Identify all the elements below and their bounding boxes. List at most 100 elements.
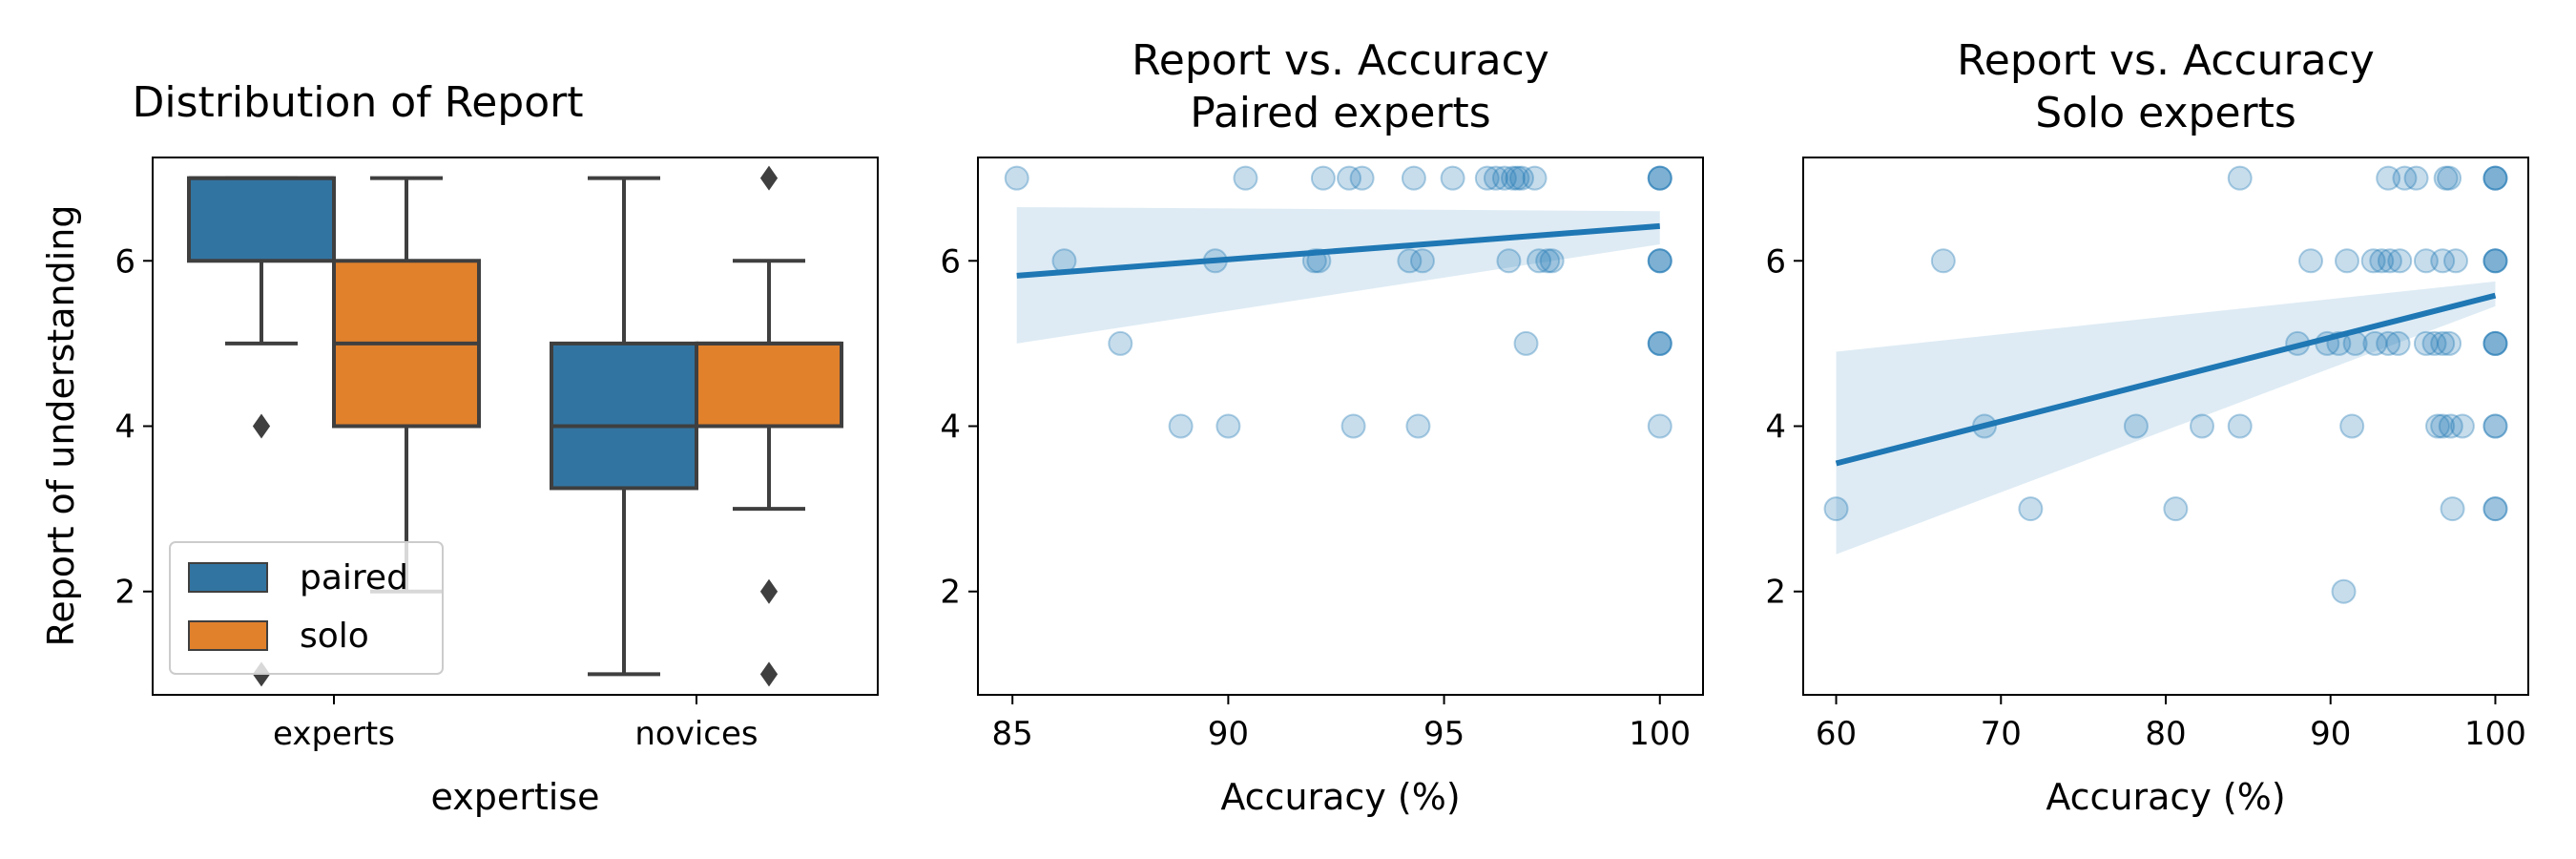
panel2-point-29	[1647, 248, 1672, 274]
panel3-xtick-label-90: 90	[2310, 715, 2351, 753]
panel3-point-9	[1930, 248, 1956, 274]
box-novices-solo	[695, 341, 843, 429]
boxplot-area	[187, 165, 843, 687]
panel3-title-line1: Report vs. Accuracy	[1957, 36, 2375, 85]
panel3-ytick-label-2: 2	[1765, 574, 1786, 612]
panel3-point-6	[2483, 165, 2508, 191]
xtick-label-novices: novices	[634, 715, 758, 753]
panel1-ytick-label-6: 6	[114, 242, 135, 281]
panel2-xtick-label-100: 100	[1629, 715, 1691, 753]
panel3-point-18	[2443, 248, 2468, 274]
panel1-frame	[152, 157, 879, 696]
panel3-point-17	[2430, 248, 2456, 274]
panel1-ylabel: Report of understanding	[40, 205, 82, 647]
panel2-point-39	[1647, 413, 1672, 439]
panel2-point-35	[1168, 413, 1194, 439]
panel2-point-13	[1522, 165, 1548, 191]
panel2-point-34	[1647, 330, 1672, 356]
panel3-title-line2: Solo experts	[2035, 89, 2296, 137]
panel3-plot	[1823, 165, 2508, 604]
panel-solo-experts: Report vs. Accuracy Solo experts 60 70 80 9…	[1765, 36, 2529, 818]
panel2-frame	[977, 157, 1704, 696]
panel2-xtick-label-85: 85	[992, 715, 1033, 753]
panel2-point-26	[1539, 248, 1565, 274]
panel2-point-31	[1513, 330, 1539, 356]
panel2-ytick-label-2: 2	[940, 574, 961, 612]
panel3-point-15	[2387, 248, 2413, 274]
box-novices-solo-outlier-2	[759, 661, 779, 687]
panel3-point-53	[2331, 578, 2357, 604]
panel3-point-1	[2376, 165, 2401, 191]
panel3-point-45	[2483, 413, 2508, 439]
panel3-point-14	[2377, 248, 2402, 274]
panel2-point-3	[1337, 165, 1362, 191]
panel3-xtick-label-80: 80	[2145, 715, 2186, 753]
panel1-ticks: experts novices 2 4 6	[114, 242, 758, 753]
panel2-point-24	[1527, 248, 1552, 274]
panel2-point-6	[1440, 165, 1465, 191]
panel3-point-43	[2438, 413, 2463, 439]
panel3-xtick-label-60: 60	[1816, 715, 1857, 753]
box-experts-paired-outlier-0	[252, 413, 271, 439]
panel2-xtick-label-95: 95	[1423, 715, 1465, 753]
panel2-ticks: 85 90 95 100 2 4 6	[940, 242, 1691, 753]
panel3-point-40	[2339, 413, 2365, 439]
box-novices-solo-outlier-1	[759, 578, 779, 604]
box-novices-paired	[550, 341, 698, 491]
panel3-point-20	[2483, 248, 2508, 274]
panel2-point-8	[1483, 165, 1508, 191]
panel2-point-28	[1647, 248, 1672, 274]
panel3-point-11	[2335, 248, 2359, 274]
panel2-plot	[1004, 165, 1672, 439]
panel3-ytick-label-4: 4	[1765, 409, 1786, 447]
box-experts-paired	[187, 176, 336, 263]
panel2-point-15	[1647, 165, 1672, 191]
panel2-point-38	[1405, 413, 1431, 439]
panel2-point-23	[1496, 248, 1522, 274]
panel3-regression-line	[1835, 292, 2497, 467]
panel3-point-47	[1823, 496, 1849, 522]
panel3-point-46	[2483, 413, 2508, 439]
panel2-title-line2: Paired experts	[1190, 89, 1490, 137]
panel2-regression-line	[1016, 222, 1660, 279]
panel2-point-27	[1647, 248, 1672, 274]
panel2-point-32	[1647, 330, 1672, 356]
panel2-point-37	[1340, 413, 1366, 439]
panel2-point-12	[1509, 165, 1534, 191]
panel3-point-49	[2163, 496, 2189, 522]
panel3-xlabel: Accuracy (%)	[2046, 776, 2285, 818]
legend-label-solo: solo	[300, 617, 369, 656]
panel3-xtick-label-70: 70	[1981, 715, 2022, 753]
panel3-point-10	[2298, 248, 2323, 274]
panel3-point-48	[2018, 496, 2044, 522]
panel2-confidence-band	[1016, 206, 1660, 344]
panel2-point-9	[1491, 165, 1517, 191]
panel3-point-51	[2483, 496, 2508, 522]
panel3-point-38	[2190, 413, 2214, 439]
panel-paired-experts: Report vs. Accuracy Paired experts 85 90 9…	[940, 36, 1704, 818]
panel3-point-26	[2362, 330, 2388, 356]
panel2-point-21	[1397, 248, 1423, 274]
panel-distribution: Distribution of Report experts novices 2 4 6…	[40, 78, 879, 818]
panel3-point-37	[2123, 413, 2149, 439]
panel3-point-7	[2483, 165, 2508, 191]
panel3-point-3	[2403, 165, 2429, 191]
panel3-point-52	[2483, 496, 2508, 522]
panel3-point-39	[2227, 413, 2253, 439]
legend-swatch-paired	[188, 562, 268, 593]
panel1-xlabel: expertise	[431, 776, 600, 818]
box-novices-solo-outlier-0	[759, 165, 779, 191]
panel1-title-line1: Distribution of Report	[133, 78, 584, 127]
panel2-point-10	[1500, 165, 1526, 191]
legend: paired solo	[169, 541, 444, 675]
panel2-point-36	[1215, 413, 1241, 439]
panel3-point-8	[2483, 165, 2508, 191]
panel2-ytick-label-6: 6	[940, 242, 961, 281]
panel3-ytick-label-6: 6	[1765, 242, 1786, 281]
panel2-point-2	[1310, 165, 1336, 191]
panel2-point-11	[1505, 165, 1530, 191]
panel3-point-42	[2430, 413, 2456, 439]
panel2-point-0	[1004, 165, 1029, 191]
panel2-point-25	[1535, 248, 1561, 274]
